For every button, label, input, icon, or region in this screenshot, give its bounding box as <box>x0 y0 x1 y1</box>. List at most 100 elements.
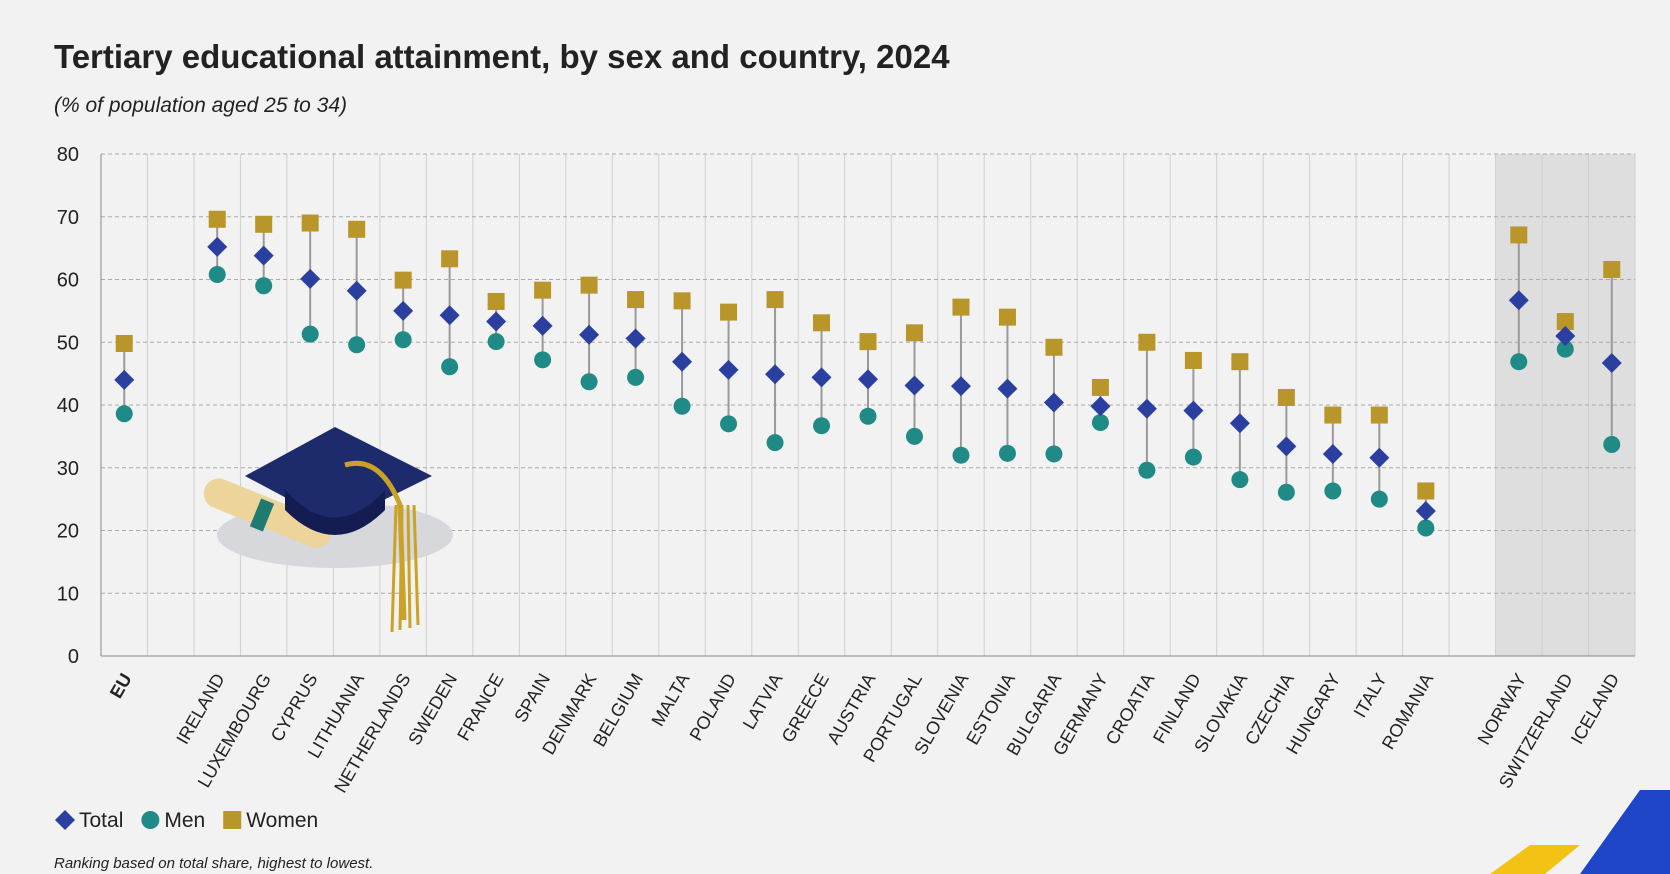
women-marker <box>1556 313 1574 331</box>
men-marker <box>1045 445 1063 463</box>
women-marker <box>255 215 273 233</box>
total-marker <box>439 305 460 326</box>
total-marker <box>765 364 786 385</box>
total-marker <box>300 268 321 289</box>
total-marker <box>811 367 832 388</box>
footnote: Ranking based on total share, highest to… <box>54 855 373 872</box>
chart-subtitle: (% of population aged 25 to 34) <box>54 94 347 117</box>
y-tick-label: 0 <box>68 646 79 668</box>
women-marker <box>1277 388 1295 406</box>
total-marker <box>625 328 646 349</box>
men-marker <box>720 415 738 433</box>
y-tick-label: 60 <box>57 270 79 292</box>
women-marker <box>115 335 133 353</box>
women-marker <box>1510 226 1528 244</box>
women-marker <box>1231 353 1249 371</box>
women-marker <box>905 324 923 342</box>
total-marker <box>904 375 925 396</box>
y-tick-label: 80 <box>57 144 79 166</box>
women-marker <box>813 314 831 332</box>
total-marker <box>672 351 693 372</box>
women-marker <box>1091 378 1109 396</box>
women-marker <box>394 271 412 289</box>
total-marker <box>532 315 553 336</box>
men-marker <box>394 331 412 349</box>
men-marker <box>1138 461 1156 479</box>
women-marker <box>627 291 645 309</box>
y-tick-label: 70 <box>57 207 79 229</box>
men-marker <box>534 351 552 369</box>
men-marker <box>1091 414 1109 432</box>
women-marker <box>348 220 366 238</box>
women-marker <box>673 292 691 310</box>
women-marker <box>952 298 970 316</box>
men-marker <box>487 333 505 351</box>
men-marker <box>627 368 645 386</box>
women-marker <box>1417 482 1435 500</box>
women-marker <box>1324 406 1342 424</box>
men-marker <box>441 358 459 376</box>
legend-label: Men <box>164 809 205 832</box>
men-marker <box>1277 483 1295 501</box>
total-marker <box>1508 290 1529 311</box>
women-marker <box>441 250 459 268</box>
total-marker <box>1183 400 1204 421</box>
men-marker <box>1184 448 1202 466</box>
total-marker <box>1322 443 1343 464</box>
men-marker <box>766 434 784 452</box>
legend-marker <box>55 810 75 830</box>
y-tick-label: 20 <box>57 521 79 543</box>
total-marker <box>579 324 600 345</box>
men-marker <box>1417 519 1435 537</box>
total-marker <box>346 280 367 301</box>
total-marker <box>114 369 135 390</box>
men-marker <box>813 417 831 435</box>
total-marker <box>253 245 274 266</box>
total-marker <box>858 369 878 390</box>
men-marker <box>115 405 133 423</box>
total-marker <box>997 378 1018 399</box>
y-tick-label: 50 <box>57 332 79 354</box>
chart-title: Tertiary educational attainment, by sex … <box>54 38 950 75</box>
total-marker <box>1229 413 1250 434</box>
men-marker <box>1231 471 1249 489</box>
women-marker <box>1138 333 1156 351</box>
men-marker <box>1510 353 1528 371</box>
men-marker <box>208 265 226 283</box>
men-marker <box>1556 340 1574 358</box>
men-marker <box>859 407 877 425</box>
men-marker <box>1603 436 1621 454</box>
women-marker <box>487 292 505 310</box>
men-marker <box>952 446 970 464</box>
y-tick-label: 10 <box>57 583 79 605</box>
total-marker <box>1090 396 1111 417</box>
total-marker <box>1369 447 1390 468</box>
men-marker <box>998 444 1016 462</box>
women-marker <box>720 303 738 321</box>
men-marker <box>1324 482 1342 500</box>
women-marker <box>998 308 1016 326</box>
total-marker <box>486 311 507 332</box>
legend-label: Women <box>246 809 318 832</box>
women-marker <box>1370 406 1388 424</box>
men-marker <box>348 336 366 354</box>
men-marker <box>255 277 273 295</box>
total-marker <box>1415 501 1436 522</box>
total-marker <box>393 300 414 321</box>
total-marker <box>1136 398 1157 419</box>
total-marker <box>207 236 228 257</box>
y-tick-label: 40 <box>57 395 79 417</box>
y-tick-label: 30 <box>57 458 79 480</box>
total-marker <box>1043 392 1064 413</box>
women-marker <box>1603 260 1621 278</box>
total-marker <box>950 376 971 397</box>
men-marker <box>1370 490 1388 508</box>
total-marker <box>718 359 739 380</box>
women-marker <box>1184 351 1202 369</box>
men-marker <box>673 397 691 415</box>
total-marker <box>1555 325 1576 346</box>
graduation-illustration <box>203 427 453 633</box>
women-marker <box>208 210 226 228</box>
